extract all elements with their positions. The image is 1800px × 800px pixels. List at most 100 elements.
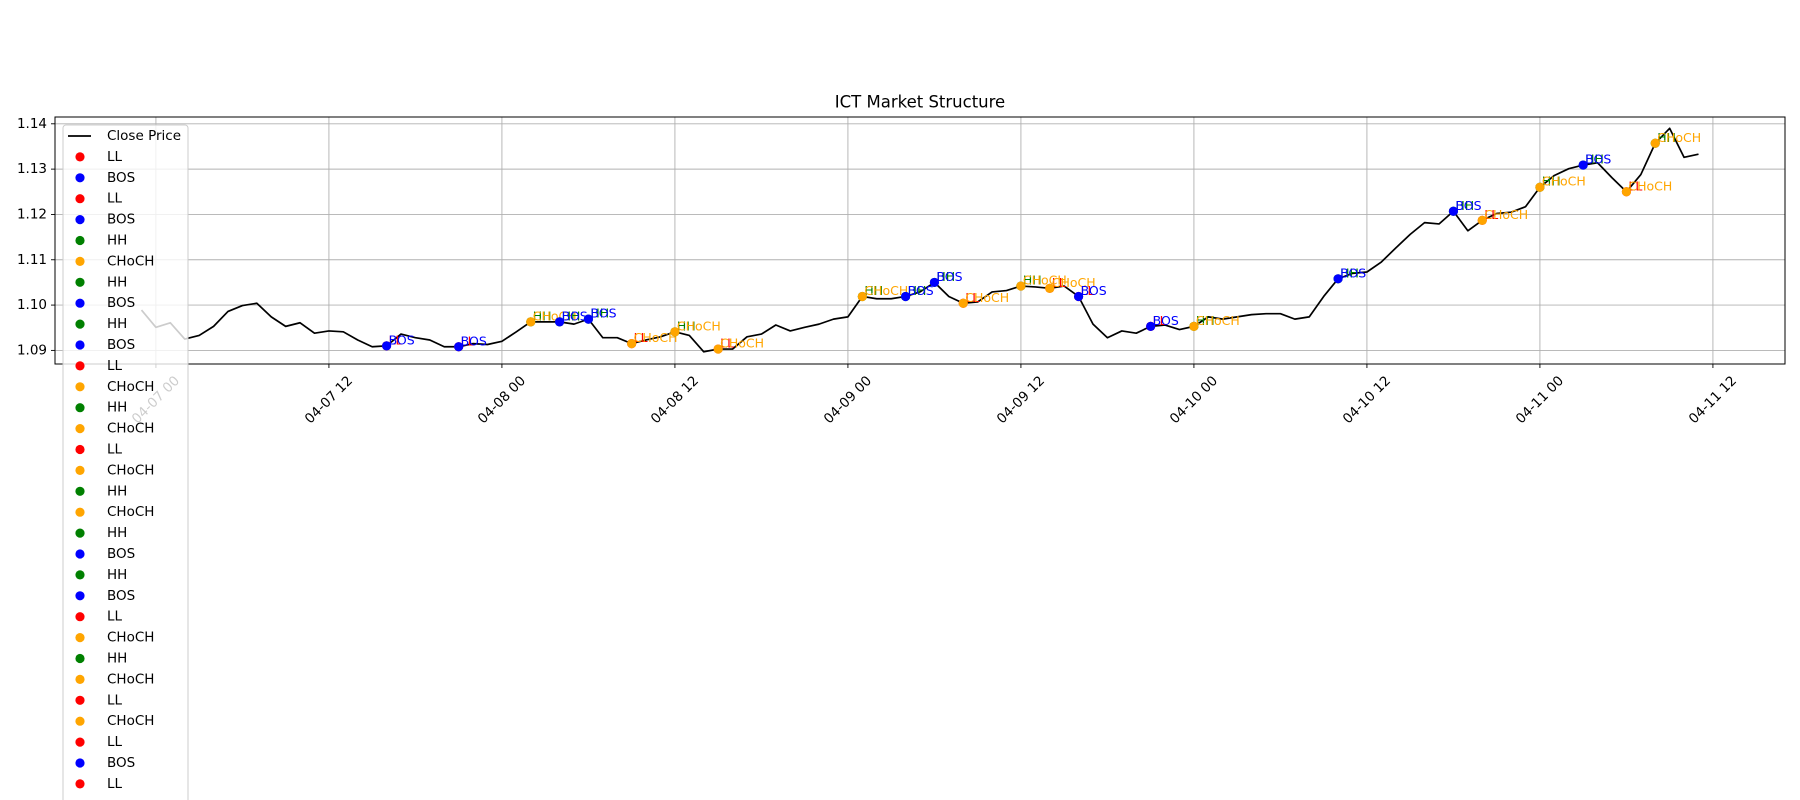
legend-label: HH bbox=[107, 567, 127, 583]
structure-label: CHoCH bbox=[1657, 130, 1701, 145]
structure-label: CHoCH bbox=[965, 290, 1009, 305]
legend-label: HH bbox=[107, 525, 127, 541]
structure-label: LL bbox=[389, 332, 403, 347]
structure-label: LL bbox=[720, 336, 734, 351]
legend-label: CHoCH bbox=[107, 379, 154, 395]
legend-swatch bbox=[75, 256, 85, 266]
structure-point bbox=[1621, 187, 1632, 197]
legend-label: CHoCH bbox=[107, 253, 154, 269]
legend-swatch bbox=[75, 215, 85, 225]
chart-title: ICT Market Structure bbox=[835, 93, 1005, 112]
legend-swatch bbox=[75, 716, 85, 726]
y-tick-label: 1.09 bbox=[17, 342, 47, 358]
legend-swatch bbox=[75, 298, 85, 308]
legend-swatch bbox=[75, 235, 85, 246]
structure-label: HH bbox=[562, 308, 581, 323]
structure-label: HH bbox=[1023, 273, 1042, 288]
structure-label: LL bbox=[461, 333, 475, 348]
structure-label: HH bbox=[1585, 152, 1604, 167]
structure-label: BOS bbox=[389, 332, 415, 347]
y-tick-label: 1.11 bbox=[17, 252, 47, 268]
structure-point bbox=[1650, 138, 1660, 148]
legend-label: HH bbox=[107, 316, 127, 332]
structure-label: LL bbox=[965, 290, 979, 305]
legend-label: LL bbox=[107, 692, 123, 708]
structure-label: HH bbox=[908, 283, 927, 298]
legend-swatch bbox=[75, 528, 85, 538]
legend-swatch bbox=[75, 591, 85, 601]
y-tick-label: 1.12 bbox=[17, 206, 47, 222]
structure-label: CHoCH bbox=[1542, 174, 1586, 189]
legend-label: BOS bbox=[107, 170, 135, 186]
legend-label: LL bbox=[107, 149, 123, 165]
legend-label: BOS bbox=[107, 212, 135, 228]
structure-point bbox=[857, 291, 867, 302]
legend-swatch bbox=[75, 319, 85, 329]
legend-label: CHoCH bbox=[107, 671, 154, 687]
structure-label: LL bbox=[1153, 313, 1167, 328]
legend-label: CHoCH bbox=[107, 421, 154, 437]
legend-label: BOS bbox=[107, 337, 135, 353]
legend-label: BOS bbox=[107, 295, 135, 311]
legend-swatch bbox=[75, 173, 85, 183]
legend-label: HH bbox=[107, 483, 127, 499]
structure-label: CHoCH bbox=[1196, 313, 1240, 328]
legend-swatch bbox=[75, 695, 85, 705]
y-tick-label: 1.10 bbox=[17, 297, 47, 313]
structure-point bbox=[929, 277, 940, 288]
structure-label: HH bbox=[864, 283, 883, 298]
legend-label: LL bbox=[107, 734, 123, 750]
structure-label: CHoCH bbox=[677, 318, 721, 333]
legend-label: LL bbox=[107, 776, 123, 792]
y-tick-label: 1.13 bbox=[17, 161, 47, 177]
legend-swatch bbox=[75, 507, 85, 517]
legend-swatch bbox=[75, 612, 85, 622]
legend-label: LL bbox=[107, 191, 123, 207]
legend-label: HH bbox=[107, 274, 127, 290]
structure-label: BOS bbox=[590, 306, 616, 321]
structure-label: BOS bbox=[1153, 313, 1179, 328]
structure-point bbox=[713, 344, 723, 354]
legend-swatch bbox=[75, 424, 85, 434]
structure-label: BOS bbox=[1081, 283, 1107, 298]
structure-label: CHoCH bbox=[720, 336, 764, 351]
structure-point bbox=[381, 341, 392, 351]
structure-point bbox=[1189, 321, 1199, 331]
structure-label: BOS bbox=[1585, 152, 1611, 167]
legend-label: CHoCH bbox=[107, 504, 154, 520]
structure-point bbox=[670, 327, 680, 337]
structure-label: CHoCH bbox=[1023, 273, 1067, 288]
legend-label: HH bbox=[107, 400, 127, 416]
legend-swatch bbox=[75, 486, 85, 496]
legend-swatch bbox=[75, 194, 85, 204]
legend-label: CHoCH bbox=[107, 630, 154, 646]
legend-swatch bbox=[75, 674, 85, 685]
structure-label: BOS bbox=[461, 333, 487, 348]
structure-label: BOS bbox=[562, 308, 588, 323]
legend-swatch bbox=[75, 549, 85, 559]
structure-label: HH bbox=[1455, 198, 1474, 213]
legend-label: LL bbox=[107, 358, 123, 374]
structure-label: BOS bbox=[1455, 198, 1481, 213]
structure-point bbox=[1333, 274, 1343, 284]
legend-label: BOS bbox=[107, 755, 135, 771]
legend-box bbox=[62, 124, 189, 800]
legend-label: LL bbox=[107, 609, 123, 625]
y-tick-label: 1.14 bbox=[17, 116, 47, 132]
structure-point bbox=[526, 317, 536, 327]
legend-label: BOS bbox=[107, 588, 135, 604]
axes-frame bbox=[54, 116, 1786, 365]
structure-point bbox=[1477, 215, 1487, 225]
legend-label: CHoCH bbox=[107, 713, 154, 729]
structure-point bbox=[1016, 281, 1026, 291]
legend-label: HH bbox=[107, 233, 127, 249]
structure-point bbox=[1448, 206, 1459, 216]
structure-label: LL bbox=[634, 330, 648, 345]
legend-swatch bbox=[75, 444, 85, 455]
structure-label: CHoCH bbox=[1052, 275, 1096, 290]
legend-swatch bbox=[75, 465, 85, 475]
structure-label: HH bbox=[590, 306, 609, 321]
legend-swatch bbox=[75, 653, 85, 664]
structure-point bbox=[1146, 321, 1156, 331]
